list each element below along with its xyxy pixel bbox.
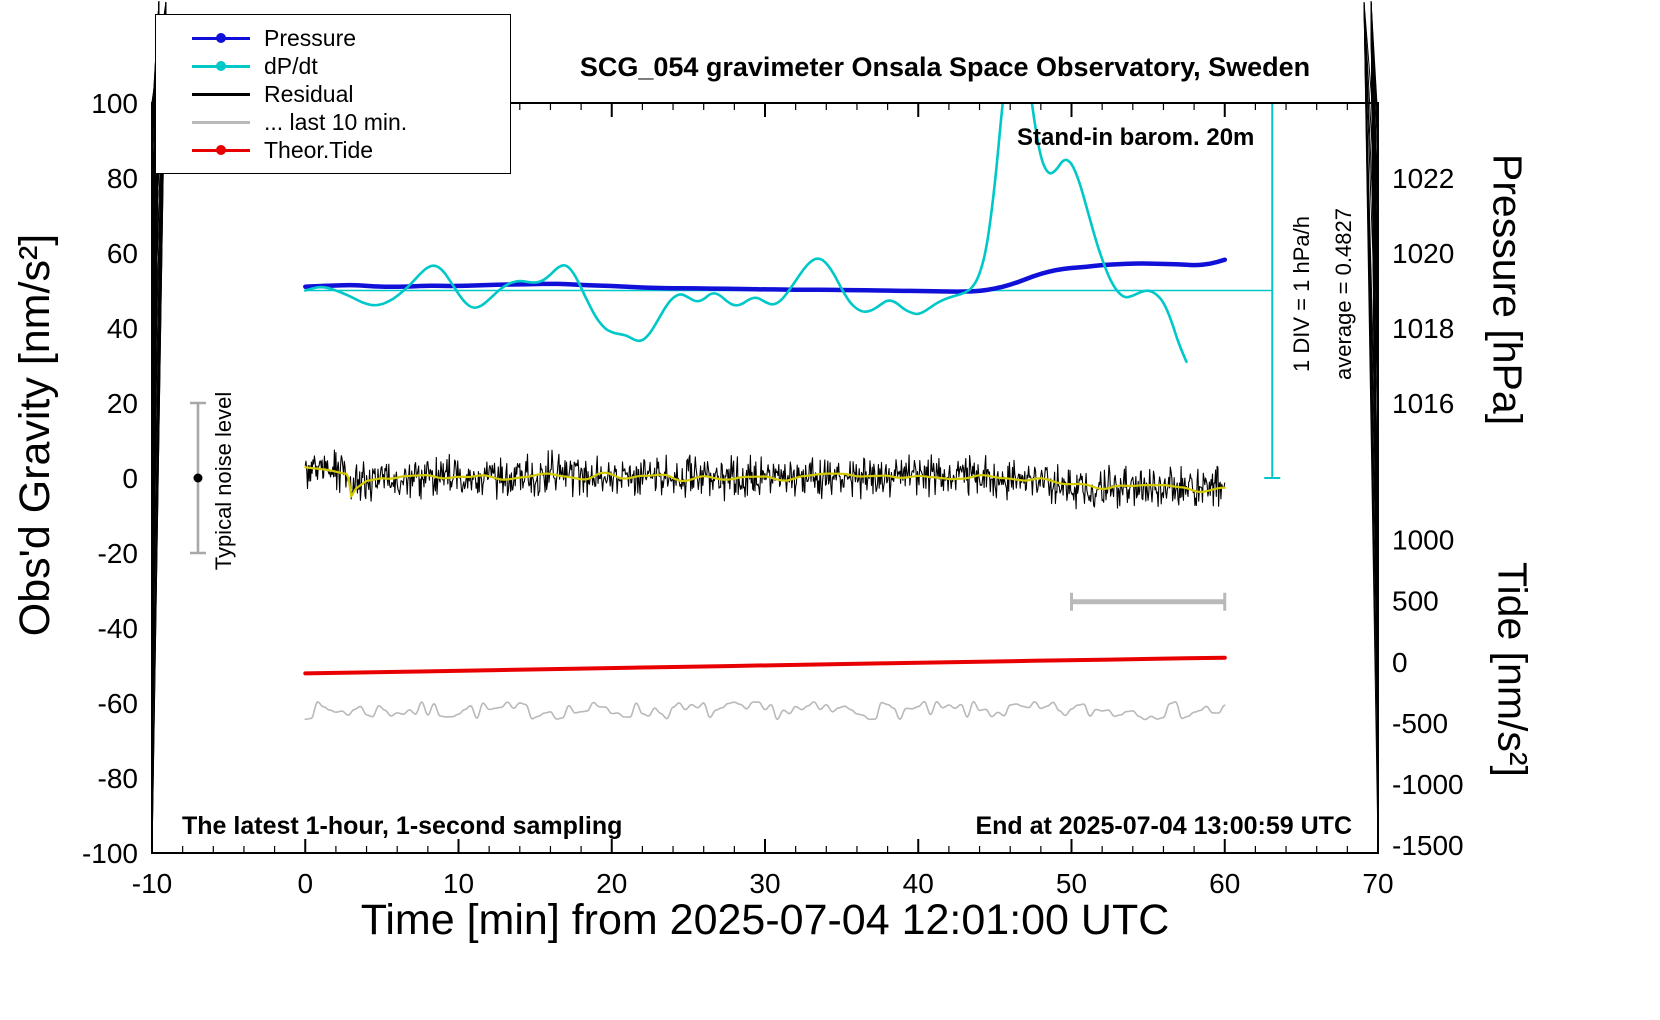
tide-tick-label: -1500 (1392, 830, 1464, 861)
series-residual-line (304, 449, 1226, 510)
series-theor-tide-line (303, 655, 1227, 676)
pressure-tick-label: 1020 (1392, 238, 1454, 269)
legend-item: ... last 10 min. (192, 108, 510, 136)
theor-tide-swatch-icon (192, 145, 250, 155)
x-tick-label: 0 (297, 868, 313, 899)
tide-tick-label: -500 (1392, 708, 1448, 739)
gravity-tick-label: -20 (98, 538, 138, 569)
gravity-tick-label: -80 (98, 763, 138, 794)
legend-item: dP/dt (192, 52, 510, 80)
series-pressure-line (303, 257, 1228, 294)
legend: Pressure dP/dt Residual... last 10 min. The… (155, 14, 511, 174)
tide-tick-label: 0 (1392, 647, 1408, 678)
marker-layer (189, 102, 1281, 611)
ten-minute-scale-bar (1070, 592, 1227, 611)
pressure-swatch-icon (192, 33, 250, 43)
gravity-tick-label: -100 (82, 838, 138, 869)
-last-10-min--swatch-icon (192, 117, 250, 127)
residual-swatch-icon (192, 89, 250, 99)
pressure-tick-label: 1022 (1392, 163, 1454, 194)
x-tick-label: 50 (1056, 868, 1087, 899)
x-tick-label: -10 (132, 868, 172, 899)
legend-label: dP/dt (264, 52, 318, 79)
tide-tick-label: 500 (1392, 586, 1439, 617)
legend-item: Theor.Tide (192, 136, 510, 164)
dp-dt-swatch-icon (192, 61, 250, 71)
gravity-tick-label: 40 (107, 313, 138, 344)
series-layer (303, 103, 1228, 721)
gravity-tick-label: 100 (91, 88, 138, 119)
pressure-tick-label: 1018 (1392, 313, 1454, 344)
x-tick-label: 70 (1362, 868, 1393, 899)
typical-noise-level-bar (189, 401, 206, 555)
gravity-tick-label: 60 (107, 238, 138, 269)
tick-labels: -10 0 10 20 30 40 50 60 70-100-80-60-40-20020406… (82, 88, 1464, 899)
series-dpdt-line (304, 103, 1188, 364)
gravity-tick-label: 20 (107, 388, 138, 419)
x-tick-label: 10 (443, 868, 474, 899)
gravity-tick-label: -40 (98, 613, 138, 644)
legend-label: Theor.Tide (264, 136, 374, 163)
legend-label: Residual (264, 80, 354, 107)
gravity-tick-label: -60 (98, 688, 138, 719)
gravity-tick-label: 80 (107, 163, 138, 194)
legend-label: Pressure (264, 24, 357, 51)
series-residual-smoothed-line (304, 466, 1226, 498)
x-tick-label: 20 (596, 868, 627, 899)
x-tick-label: 30 (749, 868, 780, 899)
legend-label: ... last 10 min. (264, 108, 408, 135)
legend-item: Pressure (192, 24, 510, 52)
series-last10min-line (304, 700, 1226, 721)
gravity-tick-label: 0 (122, 463, 138, 494)
tide-tick-label: -1000 (1392, 769, 1464, 800)
x-tick-label: 60 (1209, 868, 1240, 899)
legend-item: Residual (192, 80, 510, 108)
tide-tick-label: 1000 (1392, 525, 1454, 556)
pressure-tick-label: 1016 (1392, 388, 1454, 419)
x-tick-label: 40 (903, 868, 934, 899)
